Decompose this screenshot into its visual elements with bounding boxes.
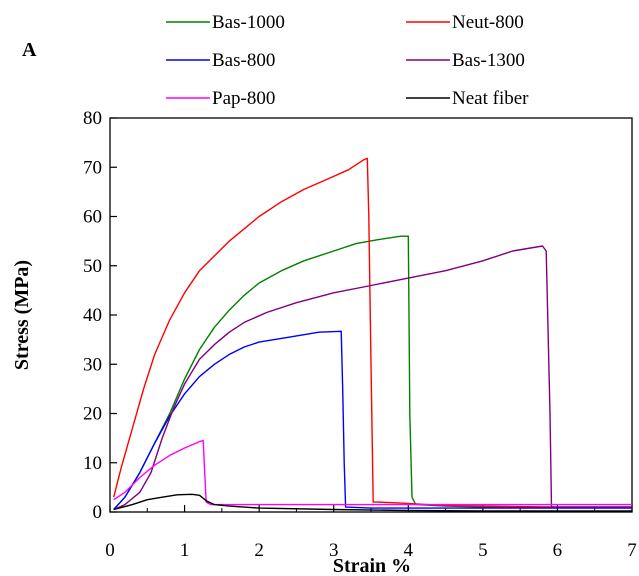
x-axis: 0 1 2 3 4 5 6 7 [105, 505, 637, 561]
panel-label: A [22, 39, 37, 61]
y-tick-label: 30 [83, 354, 102, 375]
x-tick-label: 2 [254, 540, 264, 561]
y-tick-label: 10 [83, 453, 102, 474]
x-tick-label: 1 [180, 540, 190, 561]
series-line-neat-fiber [113, 493, 632, 512]
plot-frame [109, 117, 633, 513]
series-group [113, 157, 632, 512]
legend-label: Neut-800 [452, 12, 524, 33]
series-line-bas-1000 [113, 235, 632, 510]
legend-label: Neat fiber [452, 88, 529, 109]
series-line-bas-800 [113, 330, 632, 510]
y-axis: 0 10 20 30 40 50 60 70 80 [83, 108, 117, 523]
x-tick-label: 7 [627, 540, 637, 561]
x-tick-label: 6 [553, 540, 563, 561]
x-tick-label: 4 [404, 540, 414, 561]
legend-label: Bas-800 [212, 50, 275, 71]
y-tick-label: 50 [83, 256, 102, 277]
y-tick-label: 60 [83, 207, 102, 228]
series-line-bas-1300 [113, 245, 632, 511]
y-tick-label: 20 [83, 404, 102, 425]
legend-label: Bas-1300 [452, 50, 525, 71]
y-tick-label: 80 [83, 108, 102, 129]
y-axis-title: Stress (MPa) [11, 260, 33, 370]
series-line-pap-800 [113, 439, 632, 506]
y-tick-label: 0 [93, 502, 103, 523]
legend: Bas-1000 Neut-800 Bas-800 Bas-1300 Pap-800 Ne… [166, 12, 529, 109]
legend-label: Pap-800 [212, 88, 275, 109]
x-axis-title: Strain % [333, 555, 411, 576]
x-tick-label: 0 [105, 540, 115, 561]
y-tick-label: 70 [83, 157, 102, 178]
x-tick-label: 3 [329, 540, 339, 561]
legend-label: Bas-1000 [212, 12, 285, 33]
x-tick-label: 5 [478, 540, 488, 561]
series-line-neut-800 [113, 157, 632, 508]
y-tick-label: 40 [83, 305, 102, 326]
